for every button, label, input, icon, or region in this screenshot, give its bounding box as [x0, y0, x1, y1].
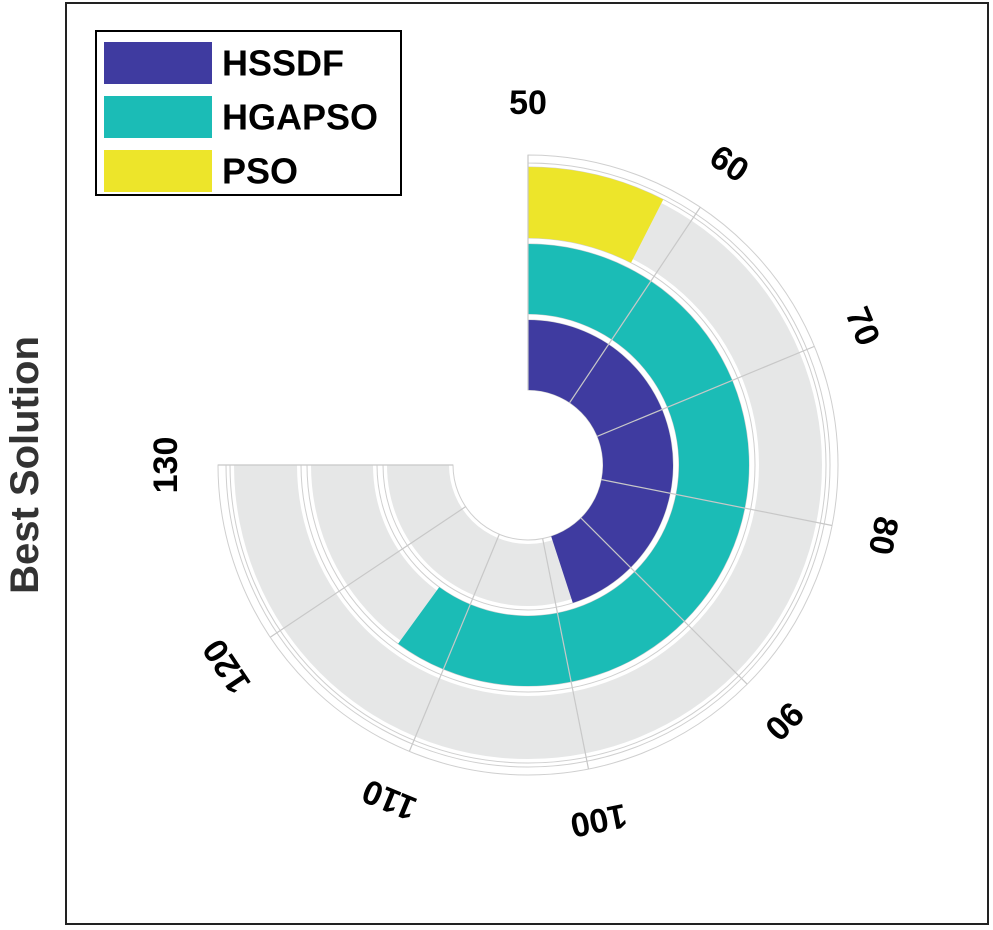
grid-layer	[218, 155, 833, 770]
legend-label-pso: PSO	[222, 151, 298, 192]
grid-line-110	[408, 534, 500, 752]
y-axis-label: Best Solution	[3, 336, 47, 594]
grid-line-100	[542, 538, 590, 770]
grid-line-60	[569, 206, 701, 403]
grid-line-90	[580, 517, 748, 685]
grid-line-80	[601, 479, 833, 527]
legend-swatch-pso	[104, 150, 212, 192]
legend-swatch-hssdf	[104, 42, 212, 84]
bar-hssdf	[528, 320, 674, 603]
bar-layer	[398, 167, 749, 686]
tick-label-50: 50	[509, 84, 547, 122]
legend-label-hssdf: HSSDF	[222, 43, 344, 84]
grid-line-70	[597, 345, 815, 437]
legend-swatch-hgapso	[104, 96, 212, 138]
tick-label-80: 80	[861, 513, 906, 558]
grid-line-120	[269, 506, 466, 638]
tick-label-130: 130	[147, 437, 185, 494]
track-outline-2	[229, 166, 827, 764]
bar-hgapso	[398, 244, 749, 686]
legend: HSSDF HGAPSO PSO	[95, 30, 402, 196]
legend-label-hgapso: HGAPSO	[222, 97, 378, 138]
bar-pso	[528, 167, 664, 263]
